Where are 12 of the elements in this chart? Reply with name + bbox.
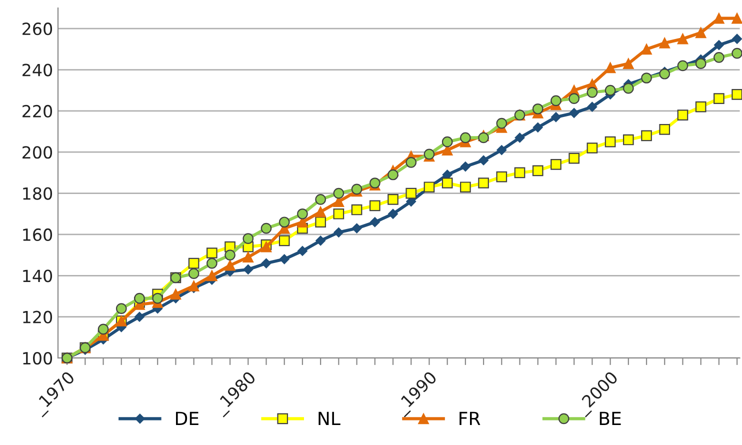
legend-label: DE (176, 412, 198, 425)
y-tick-label: 100 (23, 352, 52, 365)
y-tick-label: 200 (22, 146, 52, 159)
y-tick-label: 260 (22, 22, 52, 36)
y-tick-label: 220 (22, 104, 52, 118)
y-tick-label: 160 (23, 228, 52, 242)
y-tick-label: 120 (23, 310, 52, 324)
y-tick-label: 140 (23, 270, 52, 282)
y-tick-label: 240 (22, 64, 52, 76)
y-tick-label: 180 (23, 187, 52, 200)
legend-label: NL (318, 412, 340, 425)
legend-label: FR (460, 412, 480, 425)
